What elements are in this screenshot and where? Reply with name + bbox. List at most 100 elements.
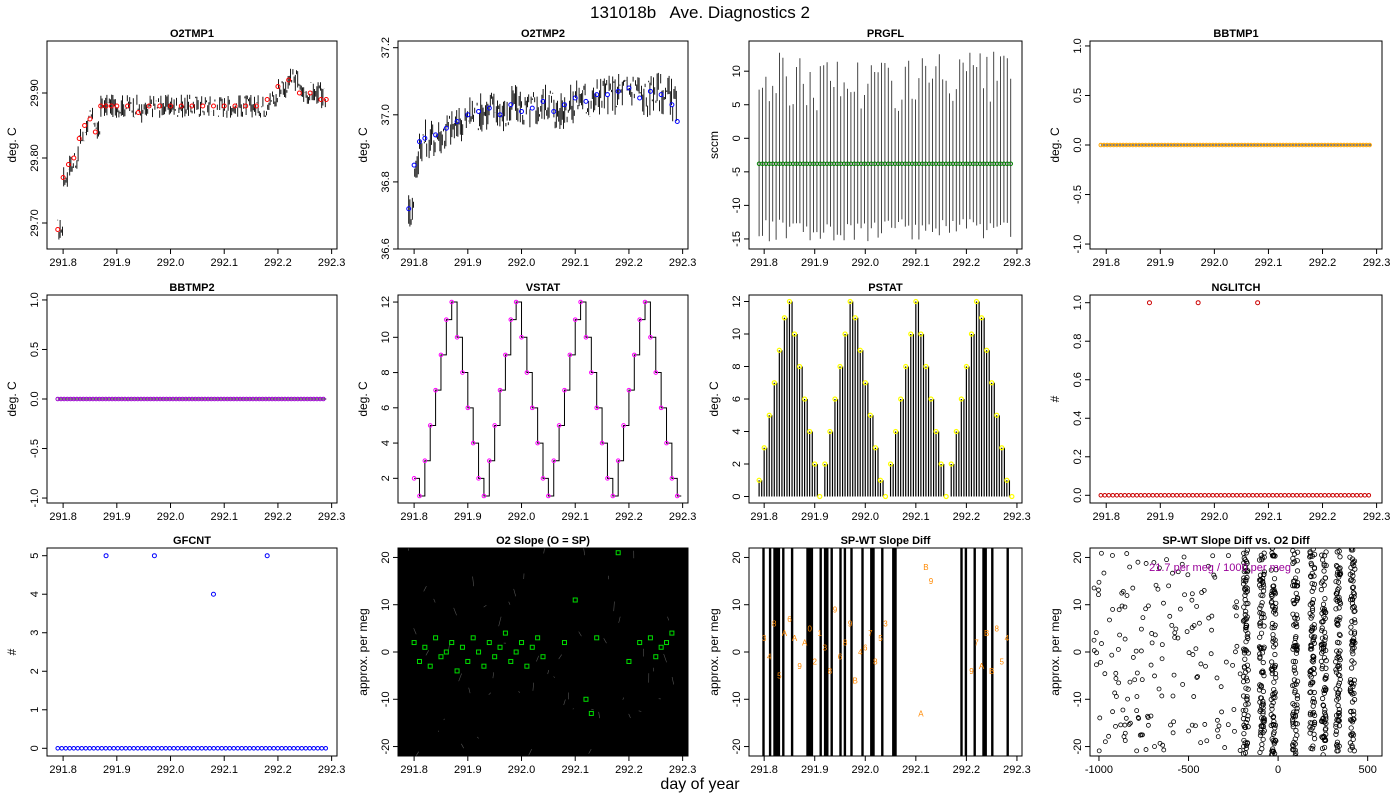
data-point — [1309, 570, 1315, 577]
data-point — [1350, 651, 1356, 657]
panel-3: BBTMP1 deg. C 291.8 291.9 292.0 292.1 292.2 292… — [1048, 28, 1390, 269]
data-point — [1320, 648, 1326, 654]
data-point — [1320, 557, 1326, 563]
data-point — [1347, 740, 1353, 746]
data-point — [1096, 579, 1102, 585]
baseline-point — [1242, 492, 1248, 498]
baseline-point — [1158, 492, 1164, 498]
baseline-point — [1238, 492, 1244, 498]
baseline-point — [187, 745, 193, 751]
data-point — [1132, 677, 1138, 683]
baseline-point — [1166, 492, 1172, 498]
plot-area-6 — [756, 298, 1015, 500]
data-point — [1258, 683, 1264, 689]
y-tick-label: 29.90 — [29, 79, 41, 107]
data-point — [594, 405, 600, 411]
panel-title: O2TMP2 — [521, 28, 565, 40]
baseline-point — [1110, 492, 1116, 498]
panel-5: VSTAT deg. C 291.8 291.9 292.0 292.1 292.2 292.… — [356, 282, 696, 523]
data-point — [1290, 555, 1296, 562]
baseline-point — [1350, 492, 1356, 498]
data-point — [599, 440, 605, 446]
baseline-point — [267, 745, 273, 751]
data-point — [1351, 608, 1357, 615]
data-point — [1335, 653, 1341, 660]
baseline-point — [199, 745, 205, 751]
data-point — [444, 317, 449, 322]
data-point — [1189, 597, 1195, 603]
y-tick-label: -10 — [731, 197, 743, 213]
data-point — [1348, 630, 1354, 636]
data-point — [1219, 709, 1225, 715]
baseline-point — [59, 745, 65, 751]
data-point — [658, 644, 664, 650]
data-point — [756, 477, 762, 483]
data-label: A — [792, 634, 798, 643]
data-point — [1146, 300, 1152, 306]
data-point — [978, 315, 985, 321]
data-point — [1352, 619, 1358, 626]
y-tick-label: 10 — [380, 599, 392, 611]
baseline-point — [1170, 492, 1176, 498]
data-point — [103, 553, 109, 559]
data-point — [669, 102, 675, 108]
data-point — [529, 105, 535, 111]
data-point — [1350, 716, 1356, 722]
y-tick-label: -10 — [731, 691, 743, 707]
data-point — [1189, 625, 1195, 630]
y-tick-label: 20 — [731, 551, 743, 563]
data-point — [465, 112, 471, 118]
data-point — [1320, 695, 1326, 702]
baseline-point — [79, 745, 85, 751]
data-point — [647, 635, 653, 641]
panel-title: BBTMP2 — [169, 282, 214, 294]
data-point — [1351, 708, 1357, 714]
data-point — [502, 630, 508, 636]
data-point — [647, 88, 653, 94]
data-point — [422, 644, 428, 650]
baseline-point — [1282, 492, 1288, 498]
data-point — [1337, 614, 1343, 621]
data-point — [583, 335, 589, 340]
data-point — [1116, 607, 1122, 613]
data-point — [1270, 752, 1276, 756]
data-point — [1170, 570, 1175, 576]
data-point — [1337, 687, 1343, 693]
data-point — [1143, 606, 1149, 612]
data-point — [1245, 701, 1251, 707]
data-point — [1337, 676, 1343, 683]
data-point — [1292, 688, 1298, 694]
baseline-point — [1126, 492, 1132, 498]
data-point — [1311, 719, 1318, 725]
baseline-point — [135, 745, 141, 751]
data-point — [1102, 739, 1108, 745]
data-point — [1259, 746, 1265, 752]
data-point — [1171, 719, 1177, 725]
x-tick-label: 292.1 — [902, 257, 930, 269]
y-tick-label: 4 — [731, 428, 743, 434]
data-point — [1122, 604, 1128, 610]
data-point — [631, 352, 637, 358]
y-tick-label: 10 — [731, 328, 743, 340]
data-point — [791, 331, 798, 337]
data-point — [1098, 659, 1103, 665]
data-point — [1272, 604, 1278, 611]
baseline-point — [63, 745, 69, 751]
data-point — [1168, 722, 1173, 728]
data-point — [1223, 659, 1229, 665]
data-point — [567, 352, 573, 358]
data-point — [1291, 600, 1297, 606]
x-tick-label: 0 — [1275, 764, 1281, 776]
data-point — [1290, 719, 1296, 725]
data-point — [1269, 599, 1275, 605]
baseline-point — [1182, 492, 1188, 498]
data-point — [1291, 559, 1297, 565]
data-point — [1290, 724, 1296, 730]
data-point — [1243, 568, 1249, 574]
x-tick-label: 292.0 — [852, 257, 880, 269]
data-point — [1225, 722, 1231, 728]
x-tick-label: 292.2 — [615, 764, 643, 776]
data-point — [1319, 663, 1326, 669]
data-point — [1232, 728, 1237, 734]
x-tick-label: 292.3 — [318, 764, 346, 776]
